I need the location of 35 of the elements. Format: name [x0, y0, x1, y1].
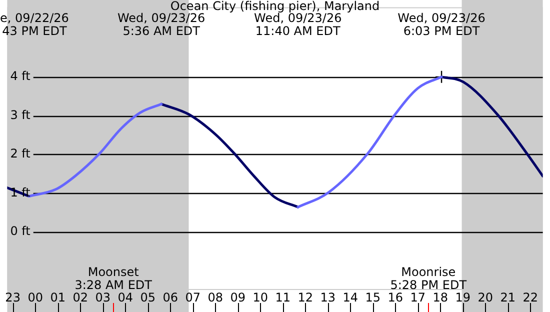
chart-title: Ocean City (fishing pier), Maryland — [170, 0, 380, 14]
x-tick-label: 13 — [320, 290, 336, 304]
x-tick-label: 16 — [388, 290, 404, 304]
x-tick-label: 10 — [252, 290, 268, 304]
y-tick-label: 4 ft — [10, 69, 31, 84]
annotation: e, 09/22/26 43 PM EDT — [0, 11, 69, 38]
y-tick-label: 0 ft — [10, 224, 31, 238]
x-tick-label: 06 — [162, 290, 178, 304]
x-tick-label: 04 — [118, 290, 133, 304]
x-tick-label: 12 — [298, 290, 314, 304]
x-tick-label: 11 — [275, 290, 291, 304]
x-tick-label: 21 — [500, 290, 516, 304]
x-tick-label: 17 — [410, 290, 426, 304]
x-tick-label: 20 — [478, 290, 494, 304]
x-tick-label: 09 — [230, 290, 246, 304]
x-tick-label: 05 — [140, 290, 156, 304]
x-tick-label: 22 — [522, 290, 538, 304]
y-tick-label: 3 ft — [10, 108, 31, 122]
y-tick-label: 2 ft — [10, 146, 31, 161]
x-tick-label: 07 — [185, 290, 200, 304]
x-tick-label: 02 — [72, 290, 88, 304]
x-tick-label: 08 — [208, 290, 224, 304]
annotation: Wed, 09/23/26 5:36 AM EDT — [118, 11, 206, 38]
x-tick-label: 18 — [432, 290, 448, 304]
x-tick-label: 23 — [5, 290, 20, 304]
x-tick-label: 01 — [50, 290, 66, 304]
ref-line-label: Moonset 3:28 AM EDT — [74, 265, 153, 292]
x-tick-label: 14 — [342, 290, 358, 304]
x-tick-label: 03 — [95, 290, 110, 304]
ref-line-label: Moonrise 5:28 PM EDT — [390, 265, 468, 292]
annotation: Wed, 09/23/26 6:03 PM EDT — [398, 11, 486, 38]
x-tick-label: 00 — [28, 290, 43, 304]
annotation: Wed, 09/23/26 11:40 AM EDT — [254, 11, 342, 38]
x-tick-label: 15 — [365, 290, 381, 304]
x-tick-label: 19 — [455, 290, 471, 304]
